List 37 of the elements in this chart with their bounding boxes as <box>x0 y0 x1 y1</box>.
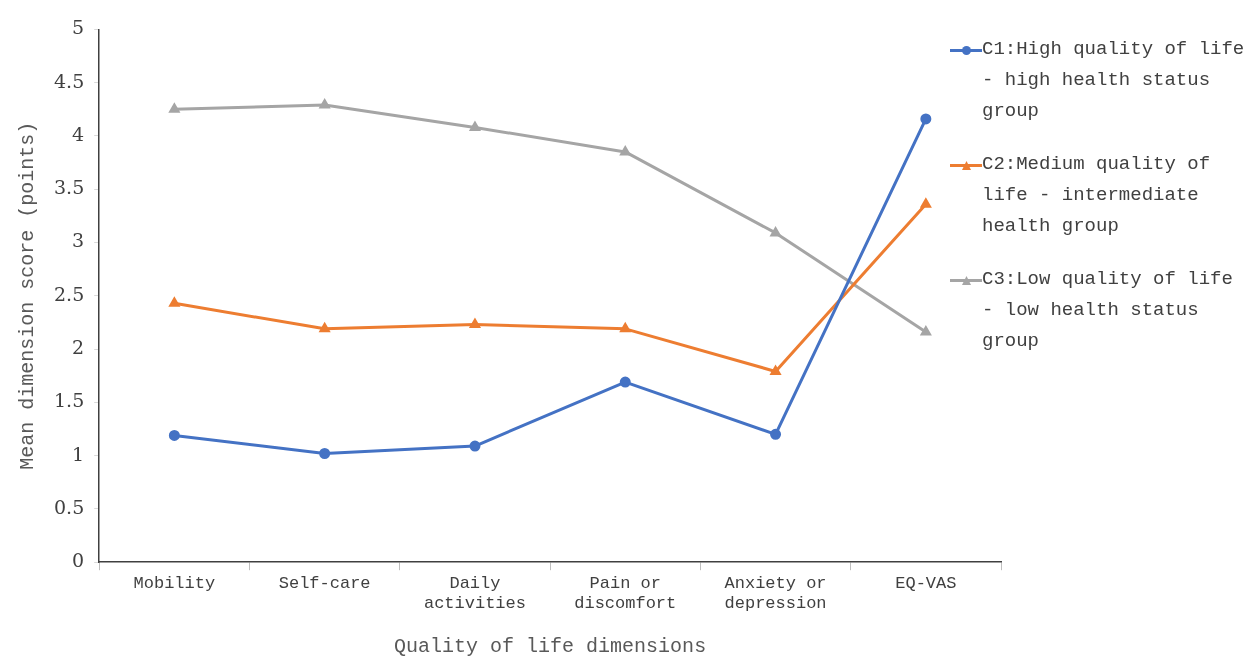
legend-label: C1:High quality of life - high health status group <box>982 37 1246 124</box>
y-tick-label: 2 <box>72 336 85 359</box>
x-tick-label: Anxiety or depression <box>724 573 827 614</box>
y-tick-label: 1 <box>72 442 85 465</box>
point <box>770 365 781 375</box>
point <box>770 428 782 440</box>
y-tick-label: 3 <box>72 229 85 252</box>
point <box>770 227 781 237</box>
x-tick-label: Mobility <box>133 573 216 593</box>
y-tick-label: 1.5 <box>54 389 85 412</box>
legend-label: C2:Medium quality of life - intermediate health group <box>982 152 1212 239</box>
y-tick-label: 5 <box>72 16 85 39</box>
x-axis-title: Quality of life dimensions <box>394 635 707 659</box>
x-tick-label: Self-care <box>278 573 371 593</box>
point <box>920 113 932 125</box>
x-tick-label: Daily activities <box>423 573 526 614</box>
point <box>469 440 481 452</box>
point <box>169 103 180 113</box>
y-tick-label: 2.5 <box>54 282 85 305</box>
point <box>920 198 931 208</box>
y-tick-label: 4 <box>72 122 85 145</box>
x-tick-label: Pain or discomfort <box>574 573 677 614</box>
y-tick-label: 0 <box>72 549 85 572</box>
point <box>319 99 330 109</box>
y-tick-label: 0.5 <box>54 495 85 518</box>
point <box>920 326 931 336</box>
point <box>319 448 331 460</box>
point <box>169 297 180 307</box>
y-tick-label: 4.5 <box>54 69 85 92</box>
x-tick-label: EQ-VAS <box>895 573 957 593</box>
legend-label: C3:Low quality of life - low health status group <box>982 267 1234 354</box>
point <box>168 429 180 441</box>
point <box>470 121 480 131</box>
point <box>620 146 631 156</box>
point <box>619 376 631 388</box>
y-tick-label: 3.5 <box>54 176 85 199</box>
y-axis-title: Mean dimension score (points) <box>16 121 40 470</box>
